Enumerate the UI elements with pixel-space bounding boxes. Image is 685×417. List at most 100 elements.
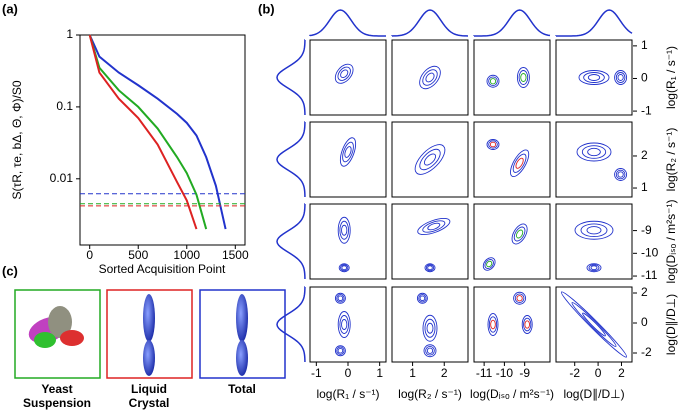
contour — [334, 63, 354, 84]
shape-panel — [14, 289, 286, 379]
contour — [337, 295, 344, 302]
y-tick-label: -11 — [641, 268, 658, 282]
contour — [588, 264, 600, 272]
contour-cell — [391, 121, 469, 198]
x-tick-label: 0 — [595, 366, 602, 380]
contour — [488, 140, 498, 149]
contour-cell — [309, 203, 387, 280]
contour — [560, 291, 628, 358]
contour — [614, 70, 628, 85]
contour — [586, 263, 602, 273]
y-tick-label: 2 — [641, 148, 648, 162]
contour — [339, 315, 349, 334]
contour-cell — [473, 121, 551, 198]
contour — [340, 69, 349, 79]
contour — [617, 171, 624, 178]
contour — [587, 147, 601, 157]
caption: Crystal — [129, 396, 170, 410]
x-tick-label: 0 — [345, 366, 352, 380]
marginal — [473, 9, 551, 37]
contour — [578, 70, 610, 85]
contour — [337, 66, 351, 81]
contour — [583, 72, 605, 83]
y-axis-label: log(Dᵢₛₒ / m²s⁻¹) — [664, 200, 678, 284]
marginal — [276, 121, 306, 198]
data-line — [88, 34, 198, 230]
contour — [419, 65, 441, 90]
x-tick-label: -9 — [519, 366, 530, 380]
marginal — [391, 9, 469, 37]
contour — [424, 263, 436, 273]
contour — [425, 264, 435, 272]
contour — [489, 141, 497, 148]
panel-label: (b) — [258, 1, 275, 16]
contour — [514, 293, 525, 304]
x-tick-label: -10 — [496, 366, 514, 380]
contour — [426, 322, 434, 334]
marginal — [309, 9, 387, 37]
contour — [510, 149, 530, 178]
contour — [581, 145, 607, 159]
y-tick-label: 0.01 — [50, 171, 74, 185]
caption: Suspension — [23, 396, 91, 410]
caption: Yeast — [41, 382, 72, 396]
contour — [521, 315, 533, 334]
contour — [427, 222, 441, 231]
contour — [523, 317, 532, 332]
y-tick-label: 0 — [641, 315, 648, 329]
contour-cell — [391, 203, 469, 280]
contour — [344, 146, 352, 158]
contour — [341, 224, 348, 236]
data-line — [88, 34, 227, 230]
caption: Total — [228, 382, 256, 396]
x-axis-label: log(Dᵢₛₒ / m²s⁻¹) — [470, 387, 554, 401]
x-tick-label: 500 — [128, 248, 148, 262]
x-tick-label: 2 — [441, 366, 448, 380]
x-axis-label: Sorted Acquisition Point — [99, 262, 226, 276]
contour — [524, 320, 530, 329]
contour — [582, 312, 606, 337]
contour — [414, 144, 446, 175]
contour — [615, 169, 626, 180]
contour — [341, 265, 347, 271]
contour — [336, 346, 345, 355]
y-tick-label: -10 — [641, 245, 659, 259]
contour — [425, 345, 435, 356]
y-tick-label: -2 — [641, 345, 652, 359]
contour — [416, 292, 428, 304]
contour — [337, 216, 351, 244]
contour-cell — [555, 121, 633, 198]
x-tick-label: -2 — [569, 366, 580, 380]
contour — [423, 153, 437, 166]
contour-cell — [309, 121, 387, 198]
contour — [580, 223, 608, 238]
contour — [340, 264, 349, 272]
x-tick-label: 1 — [376, 366, 383, 380]
x-tick-label: 0 — [86, 248, 93, 262]
x-axis-label: log(R₁ / s⁻¹) — [316, 387, 379, 401]
y-tick-label: 1 — [641, 38, 648, 52]
contour — [512, 153, 527, 173]
contour-cell — [473, 286, 551, 363]
contour-cell — [555, 39, 633, 116]
x-axis-label: log(R₂ / s⁻¹) — [398, 387, 462, 401]
y-tick-label: 1 — [66, 27, 73, 41]
y-axis-label: S(τR, τe, bΔ, Θ, Φ)/S0 — [10, 80, 24, 199]
contour — [486, 74, 500, 88]
contour — [484, 259, 494, 269]
x-tick-label: -1 — [311, 366, 322, 380]
contour-cell — [555, 286, 633, 363]
contour — [617, 74, 624, 81]
y-tick-label: 2 — [641, 285, 648, 299]
contour — [520, 73, 527, 82]
contour — [337, 347, 344, 354]
contour — [424, 318, 436, 338]
y-tick-label: 0 — [641, 71, 648, 85]
contour — [486, 260, 493, 268]
y-tick-label: -9 — [641, 223, 652, 237]
y-axis-label: log(R₁ / s⁻¹) — [664, 46, 678, 109]
caption: Liquid — [131, 382, 167, 396]
contour — [511, 223, 528, 245]
contour — [516, 67, 530, 88]
panel-label: (c) — [2, 263, 18, 278]
